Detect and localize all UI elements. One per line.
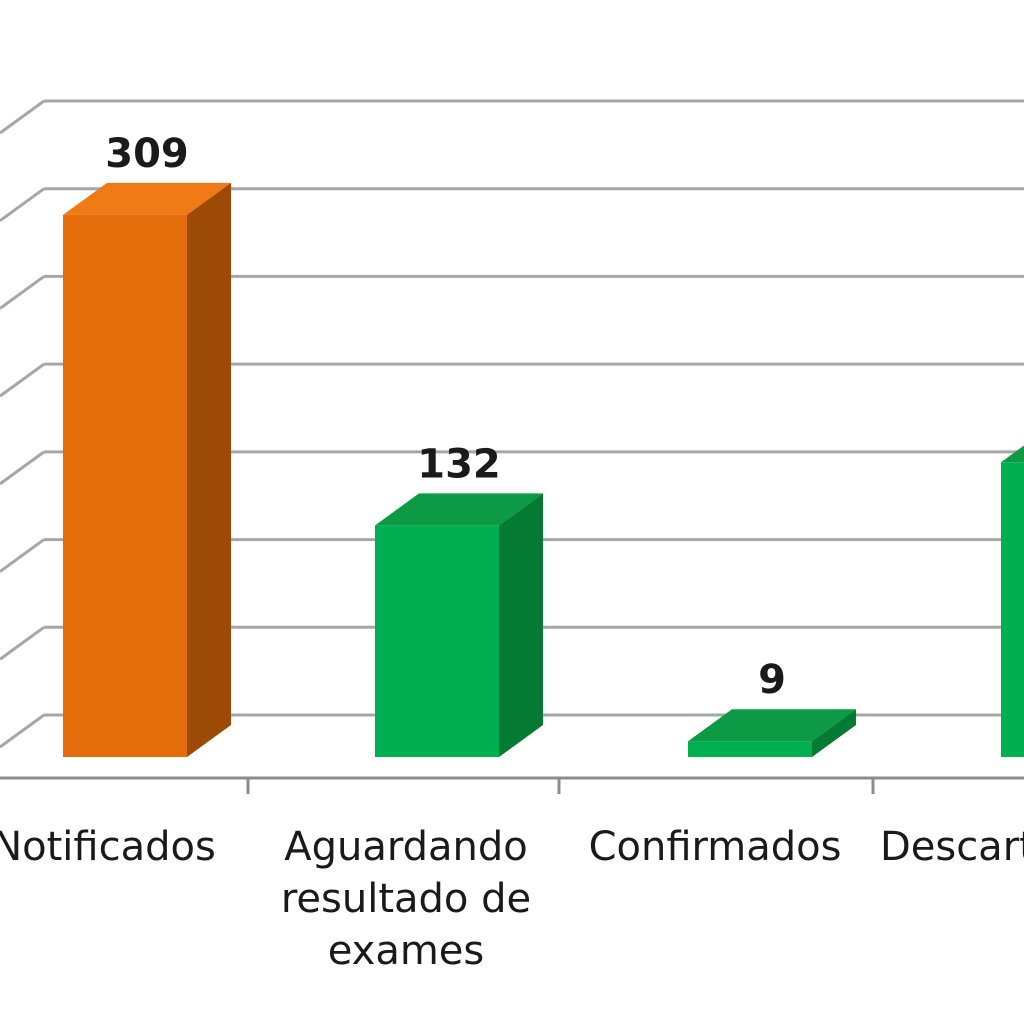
bar-4 bbox=[1001, 445, 1024, 757]
gridline-side bbox=[0, 713, 45, 749]
bar-top bbox=[1001, 445, 1024, 463]
category-label-line: exames bbox=[328, 928, 485, 974]
category-label-line: Aguardando bbox=[284, 824, 527, 870]
category-label-line: Notificados bbox=[0, 824, 216, 870]
bar-side bbox=[812, 709, 856, 757]
gridline-side bbox=[0, 626, 45, 661]
gridline-side bbox=[0, 362, 45, 398]
bar-front bbox=[688, 741, 812, 757]
category-label-line: Confirmados bbox=[589, 824, 842, 870]
bar-top bbox=[375, 493, 543, 526]
bar-1 bbox=[63, 182, 231, 757]
gridline-side bbox=[0, 99, 45, 135]
data-labels: 3091329168 bbox=[105, 131, 786, 703]
gridline-side bbox=[0, 275, 45, 310]
gridline-side bbox=[0, 538, 45, 573]
bar-front bbox=[63, 214, 187, 757]
category-label: Notificados bbox=[0, 824, 216, 870]
gridline-side bbox=[0, 187, 45, 222]
bar-side bbox=[499, 493, 543, 757]
data-label: 309 bbox=[105, 131, 189, 177]
category-label-line: Descartados bbox=[880, 824, 1024, 870]
bar-top bbox=[63, 182, 231, 215]
gridline-side bbox=[0, 450, 45, 486]
category-axis: Notificados Aguardando resultado de exames C… bbox=[0, 776, 1024, 974]
bars bbox=[63, 182, 1024, 757]
bar-front bbox=[375, 525, 499, 757]
category-label: Aguardando resultado de exames bbox=[281, 824, 531, 974]
bar-front bbox=[1001, 462, 1024, 757]
bar-side bbox=[187, 182, 231, 757]
data-label: 9 bbox=[758, 657, 786, 703]
bar-2 bbox=[375, 493, 543, 757]
data-label: 132 bbox=[417, 441, 501, 487]
bar-3 bbox=[688, 709, 856, 757]
category-label-line: resultado de bbox=[281, 876, 531, 922]
category-label: Descartados bbox=[880, 824, 1024, 870]
category-label: Confirmados bbox=[589, 824, 842, 870]
bar-top bbox=[688, 709, 856, 742]
